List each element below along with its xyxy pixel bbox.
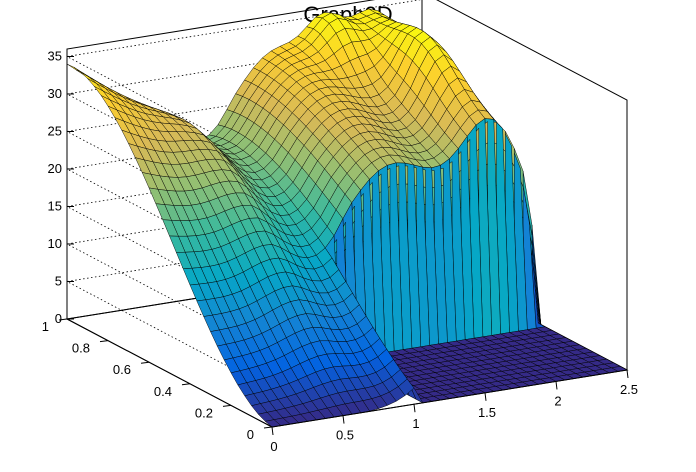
x-axis: 0 0.5 1 1.5 2 2.5 (270, 369, 638, 454)
y-tick-label: 0 (247, 427, 254, 442)
y-axis: 0 0.2 0.4 0.6 0.8 1 (42, 318, 273, 442)
surface-quad (80, 71, 97, 84)
z-tick-label: 10 (48, 236, 62, 251)
x-tick-mark (626, 369, 629, 379)
x-axis-line (271, 369, 628, 428)
x-tick-mark (342, 415, 345, 424)
z-tick-label: 5 (55, 274, 62, 289)
surface-mesh (66, 8, 628, 428)
z-tick-label: 30 (48, 86, 62, 101)
z-tick-label: 35 (48, 49, 62, 64)
z-tick-label: 15 (48, 199, 62, 214)
y-tick-mark (263, 426, 273, 429)
z-tick-label: 20 (48, 161, 62, 176)
y-tick-mark (58, 318, 68, 321)
y-tick-mark (222, 404, 232, 407)
y-tick-label: 0.8 (72, 341, 90, 356)
x-tick-mark (413, 404, 416, 413)
x-tick-mark (271, 426, 274, 436)
x-tick-label: 0 (270, 439, 277, 454)
y-tick-label: 0.2 (195, 405, 213, 420)
y-tick-label: 1 (42, 319, 49, 334)
x-tick-label: 1.5 (478, 405, 496, 420)
x-tick-mark (484, 392, 487, 401)
x-tick-label: 2.5 (620, 382, 638, 397)
y-tick-label: 0.4 (154, 384, 172, 399)
z-tick-label: 0 (55, 311, 62, 326)
z-gridline (65, 224, 423, 390)
y-tick-label: 0.6 (113, 362, 131, 377)
y-axis-line (66, 318, 273, 428)
x-tick-label: 1 (412, 416, 419, 431)
y-tick-mark (99, 340, 109, 343)
z-tick-label: 25 (48, 124, 62, 139)
x-tick-mark (555, 381, 558, 390)
y-tick-mark (181, 383, 191, 386)
z-gridline (65, 0, 422, 165)
front-frame (66, 318, 628, 428)
x-tick-label: 2 (554, 393, 561, 408)
y-tick-mark (140, 361, 150, 364)
x-tick-label: 0.5 (336, 428, 354, 443)
z-axis: 0 5 10 15 20 25 30 35 (48, 49, 74, 326)
